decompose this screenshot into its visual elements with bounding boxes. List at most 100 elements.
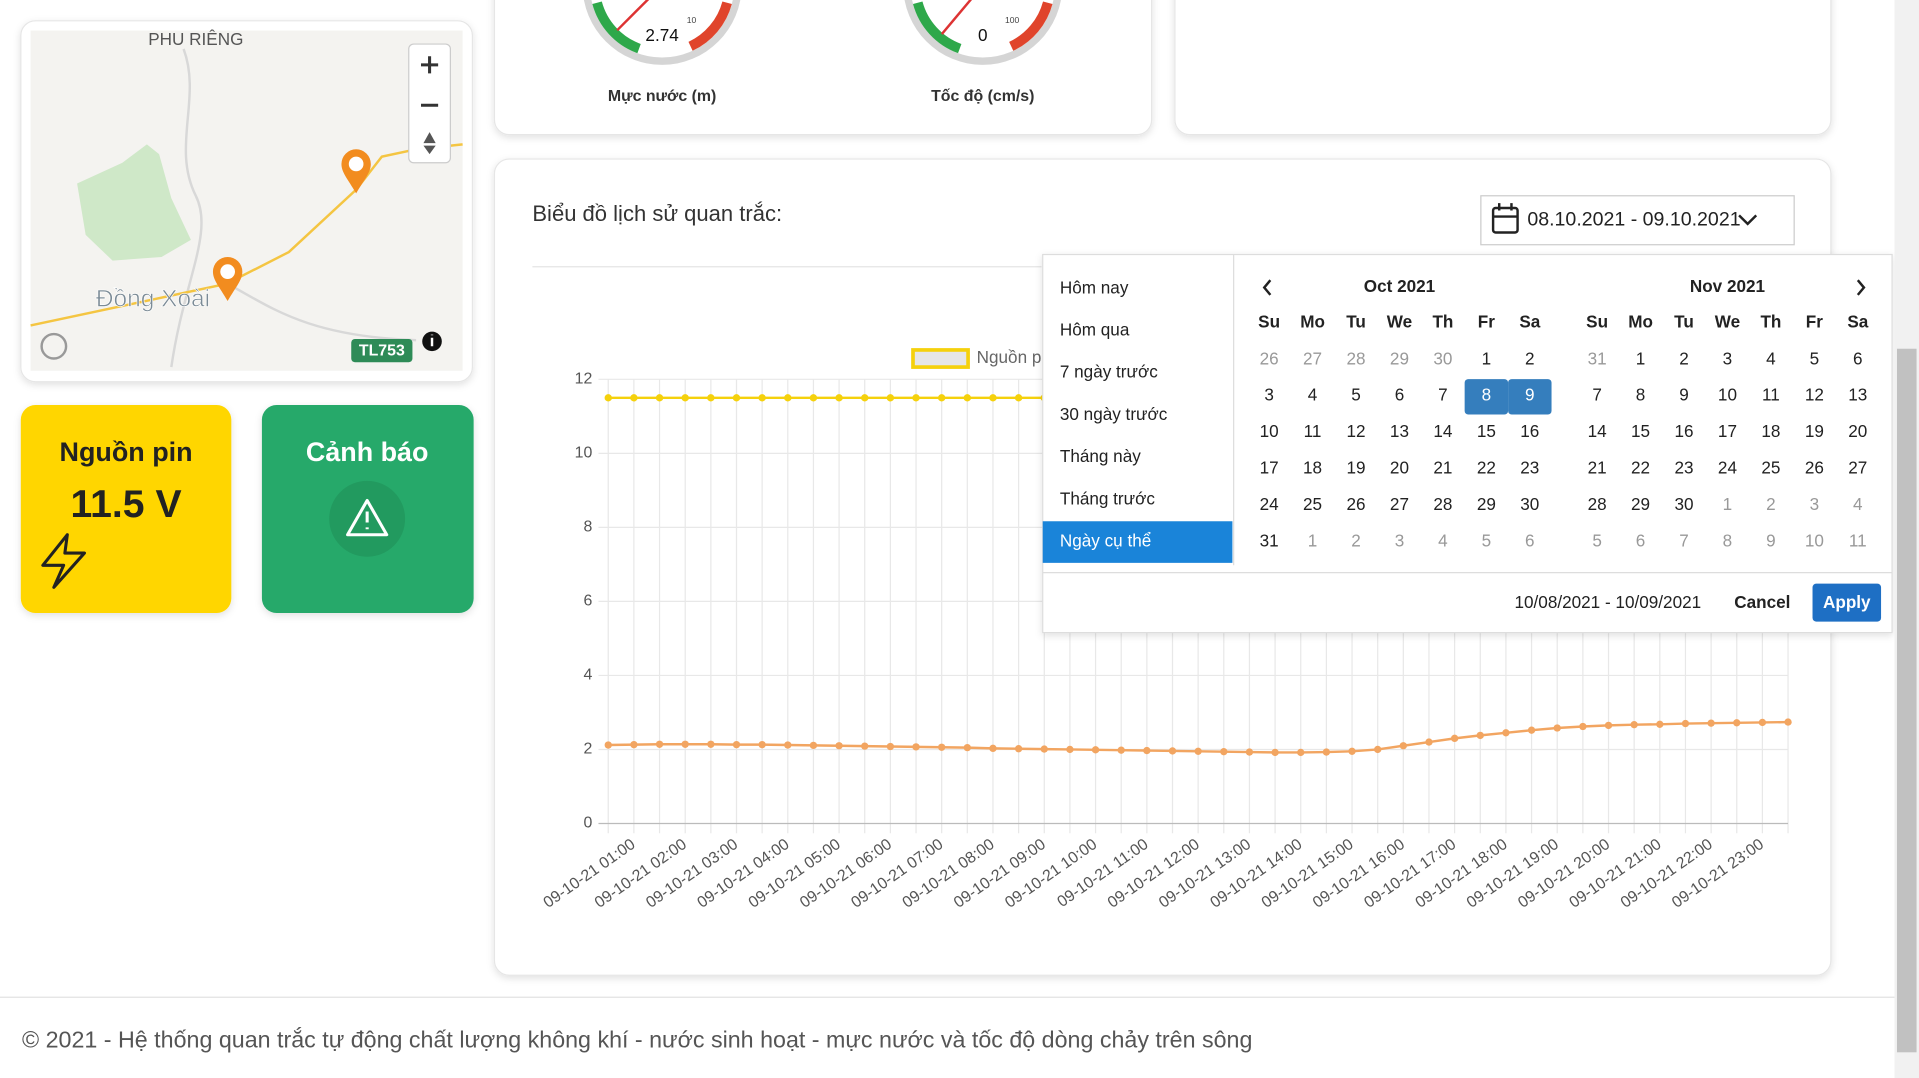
calendar-day[interactable]: 8 xyxy=(1482,385,1492,405)
calendar-day[interactable]: 7 xyxy=(1592,385,1602,405)
calendar-day[interactable]: 29 xyxy=(1477,494,1496,514)
calendar-day[interactable]: 29 xyxy=(1390,348,1409,368)
selected-day[interactable] xyxy=(1464,379,1509,415)
calendar-day[interactable]: 16 xyxy=(1520,421,1539,441)
range-option[interactable]: 7 ngày trước xyxy=(1060,362,1158,382)
calendar-day[interactable]: 10 xyxy=(1260,421,1279,441)
calendar-day[interactable]: 8 xyxy=(1723,531,1733,551)
calendar-day[interactable]: 9 xyxy=(1679,385,1689,405)
calendar-day[interactable]: 6 xyxy=(1636,531,1646,551)
calendar-day[interactable]: 5 xyxy=(1592,531,1602,551)
calendar-day[interactable]: 2 xyxy=(1351,531,1361,551)
range-option[interactable]: 30 ngày trước xyxy=(1060,404,1168,424)
range-option[interactable]: Tháng này xyxy=(1060,446,1141,466)
calendar-day[interactable]: 6 xyxy=(1395,385,1405,405)
calendar-day[interactable]: 2 xyxy=(1525,348,1535,368)
calendar-day[interactable]: 3 xyxy=(1395,531,1405,551)
calendar-day[interactable]: 20 xyxy=(1390,458,1409,478)
map-marker[interactable] xyxy=(341,149,371,194)
prev-month[interactable] xyxy=(1262,279,1272,296)
calendar-day[interactable]: 7 xyxy=(1438,385,1448,405)
calendar-day[interactable]: 28 xyxy=(1588,494,1607,514)
calendar-day[interactable]: 15 xyxy=(1477,421,1496,441)
calendar-day[interactable]: 27 xyxy=(1848,458,1867,478)
calendar-day[interactable]: 4 xyxy=(1308,385,1318,405)
calendar-day[interactable]: 12 xyxy=(1346,421,1365,441)
calendar-day[interactable]: 31 xyxy=(1588,348,1607,368)
range-option[interactable]: Hôm qua xyxy=(1060,320,1130,340)
calendar-day[interactable]: 6 xyxy=(1853,348,1863,368)
calendar-day[interactable]: 21 xyxy=(1588,458,1607,478)
calendar-day[interactable]: 9 xyxy=(1525,385,1535,405)
calendar-day[interactable]: 6 xyxy=(1525,531,1535,551)
calendar-day[interactable]: 28 xyxy=(1346,348,1365,368)
calendar-day[interactable]: 27 xyxy=(1303,348,1322,368)
range-option-active[interactable] xyxy=(1042,521,1233,563)
calendar-day[interactable]: 19 xyxy=(1346,458,1365,478)
calendar-day[interactable]: 15 xyxy=(1631,421,1650,441)
calendar-day[interactable]: 29 xyxy=(1631,494,1650,514)
range-option[interactable]: Ngày cụ thể xyxy=(1060,531,1151,551)
calendar-day[interactable]: 11 xyxy=(1304,421,1322,441)
date-range-box[interactable] xyxy=(1480,195,1795,246)
selected-day[interactable] xyxy=(1508,379,1552,415)
calendar-day[interactable]: 22 xyxy=(1477,458,1496,478)
calendar-day[interactable]: 4 xyxy=(1766,348,1776,368)
next-month[interactable] xyxy=(1856,279,1866,296)
calendar-day[interactable]: 4 xyxy=(1438,531,1448,551)
calendar-day[interactable]: 17 xyxy=(1260,458,1279,478)
calendar-day[interactable]: 25 xyxy=(1303,494,1322,514)
map-marker[interactable] xyxy=(212,256,243,302)
calendar-day[interactable]: 3 xyxy=(1723,348,1733,368)
calendar-day[interactable]: 13 xyxy=(1848,385,1867,405)
calendar-day[interactable]: 3 xyxy=(1264,385,1274,405)
calendar-day[interactable]: 11 xyxy=(1849,531,1867,551)
map[interactable]: PHU RIÊNG Đồng Xoài TL753 xyxy=(30,29,463,371)
calendar-day[interactable]: 26 xyxy=(1805,458,1824,478)
calendar-day[interactable]: 10 xyxy=(1805,531,1824,551)
calendar-day[interactable]: 5 xyxy=(1810,348,1820,368)
calendar-day[interactable]: 24 xyxy=(1718,458,1738,478)
calendar-day[interactable]: 26 xyxy=(1260,348,1279,368)
calendar-day[interactable]: 7 xyxy=(1679,531,1689,551)
calendar-day[interactable]: 18 xyxy=(1303,458,1322,478)
calendar-day[interactable]: 20 xyxy=(1848,421,1867,441)
calendar-day[interactable]: 1 xyxy=(1636,348,1646,368)
date-range-input[interactable]: 08.10.2021 - 09.10.2021 xyxy=(1480,195,1795,246)
calendar-day[interactable]: 23 xyxy=(1520,458,1539,478)
calendar-day[interactable]: 4 xyxy=(1853,494,1863,514)
calendar-day[interactable]: 30 xyxy=(1674,494,1693,514)
scrollbar-thumb[interactable] xyxy=(1896,348,1917,1053)
calendar-day[interactable]: 18 xyxy=(1761,421,1780,441)
calendar-day[interactable]: 28 xyxy=(1433,494,1452,514)
calendar-day[interactable]: 8 xyxy=(1636,385,1646,405)
calendar-day[interactable]: 14 xyxy=(1433,421,1453,441)
apply-button-label[interactable]: Apply xyxy=(1823,592,1871,612)
calendar-day[interactable]: 17 xyxy=(1718,421,1737,441)
zoom-in[interactable] xyxy=(421,56,439,74)
calendar-day[interactable]: 21 xyxy=(1433,458,1452,478)
calendar-day[interactable]: 16 xyxy=(1674,421,1693,441)
calendar-day[interactable]: 9 xyxy=(1766,531,1776,551)
calendar-day[interactable]: 3 xyxy=(1810,494,1820,514)
calendar-day[interactable]: 1 xyxy=(1723,494,1733,514)
calendar-day[interactable]: 1 xyxy=(1482,348,1492,368)
calendar-day[interactable]: 19 xyxy=(1805,421,1824,441)
calendar-day[interactable]: 27 xyxy=(1390,494,1409,514)
range-option[interactable]: Tháng trước xyxy=(1060,488,1155,508)
calendar-day[interactable]: 30 xyxy=(1433,348,1452,368)
calendar-day[interactable]: 26 xyxy=(1346,494,1365,514)
calendar-day[interactable]: 13 xyxy=(1390,421,1409,441)
calendar-day[interactable]: 2 xyxy=(1766,494,1776,514)
calendar-day[interactable]: 5 xyxy=(1482,531,1492,551)
calendar-day[interactable]: 2 xyxy=(1679,348,1689,368)
range-option[interactable]: Hôm nay xyxy=(1060,277,1129,297)
calendar-day[interactable]: 24 xyxy=(1260,494,1280,514)
calendar-day[interactable]: 22 xyxy=(1631,458,1650,478)
calendar-day[interactable]: 12 xyxy=(1805,385,1824,405)
calendar-day[interactable]: 11 xyxy=(1762,385,1780,405)
apply-button[interactable] xyxy=(1812,583,1882,622)
calendar-day[interactable]: 10 xyxy=(1718,385,1737,405)
calendar-day[interactable]: 14 xyxy=(1588,421,1608,441)
calendar-day[interactable]: 23 xyxy=(1674,458,1693,478)
